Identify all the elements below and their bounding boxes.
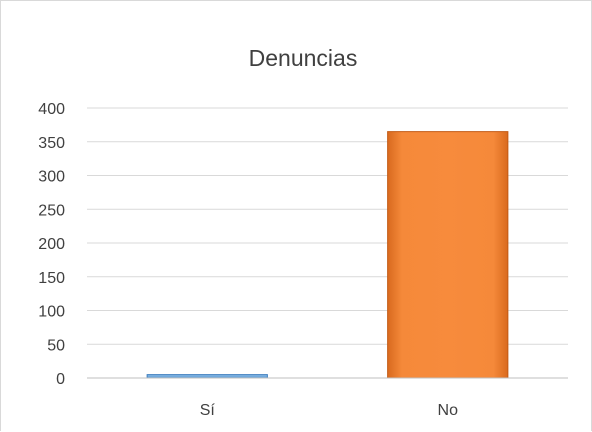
chart-title: Denuncias — [249, 45, 358, 71]
y-tick-label: 50 — [47, 337, 65, 354]
y-tick-label: 250 — [38, 202, 65, 219]
x-category-label: Sí — [200, 402, 216, 419]
y-tick-label: 100 — [38, 304, 65, 321]
gridlines — [87, 107, 568, 345]
y-tick-label: 400 — [38, 101, 65, 118]
y-axis-ticks: 0 50 100 150 200 250 300 350 400 — [38, 101, 65, 388]
y-tick-label: 200 — [38, 236, 65, 253]
y-tick-label: 0 — [56, 371, 65, 388]
bar-no — [387, 131, 509, 379]
x-axis-categories: Sí No — [200, 402, 458, 419]
y-tick-label: 300 — [38, 169, 65, 186]
y-tick-label: 150 — [38, 270, 65, 287]
x-category-label: No — [438, 402, 459, 419]
bars — [146, 131, 509, 379]
y-tick-label: 350 — [38, 135, 65, 152]
bar-si — [146, 374, 268, 379]
